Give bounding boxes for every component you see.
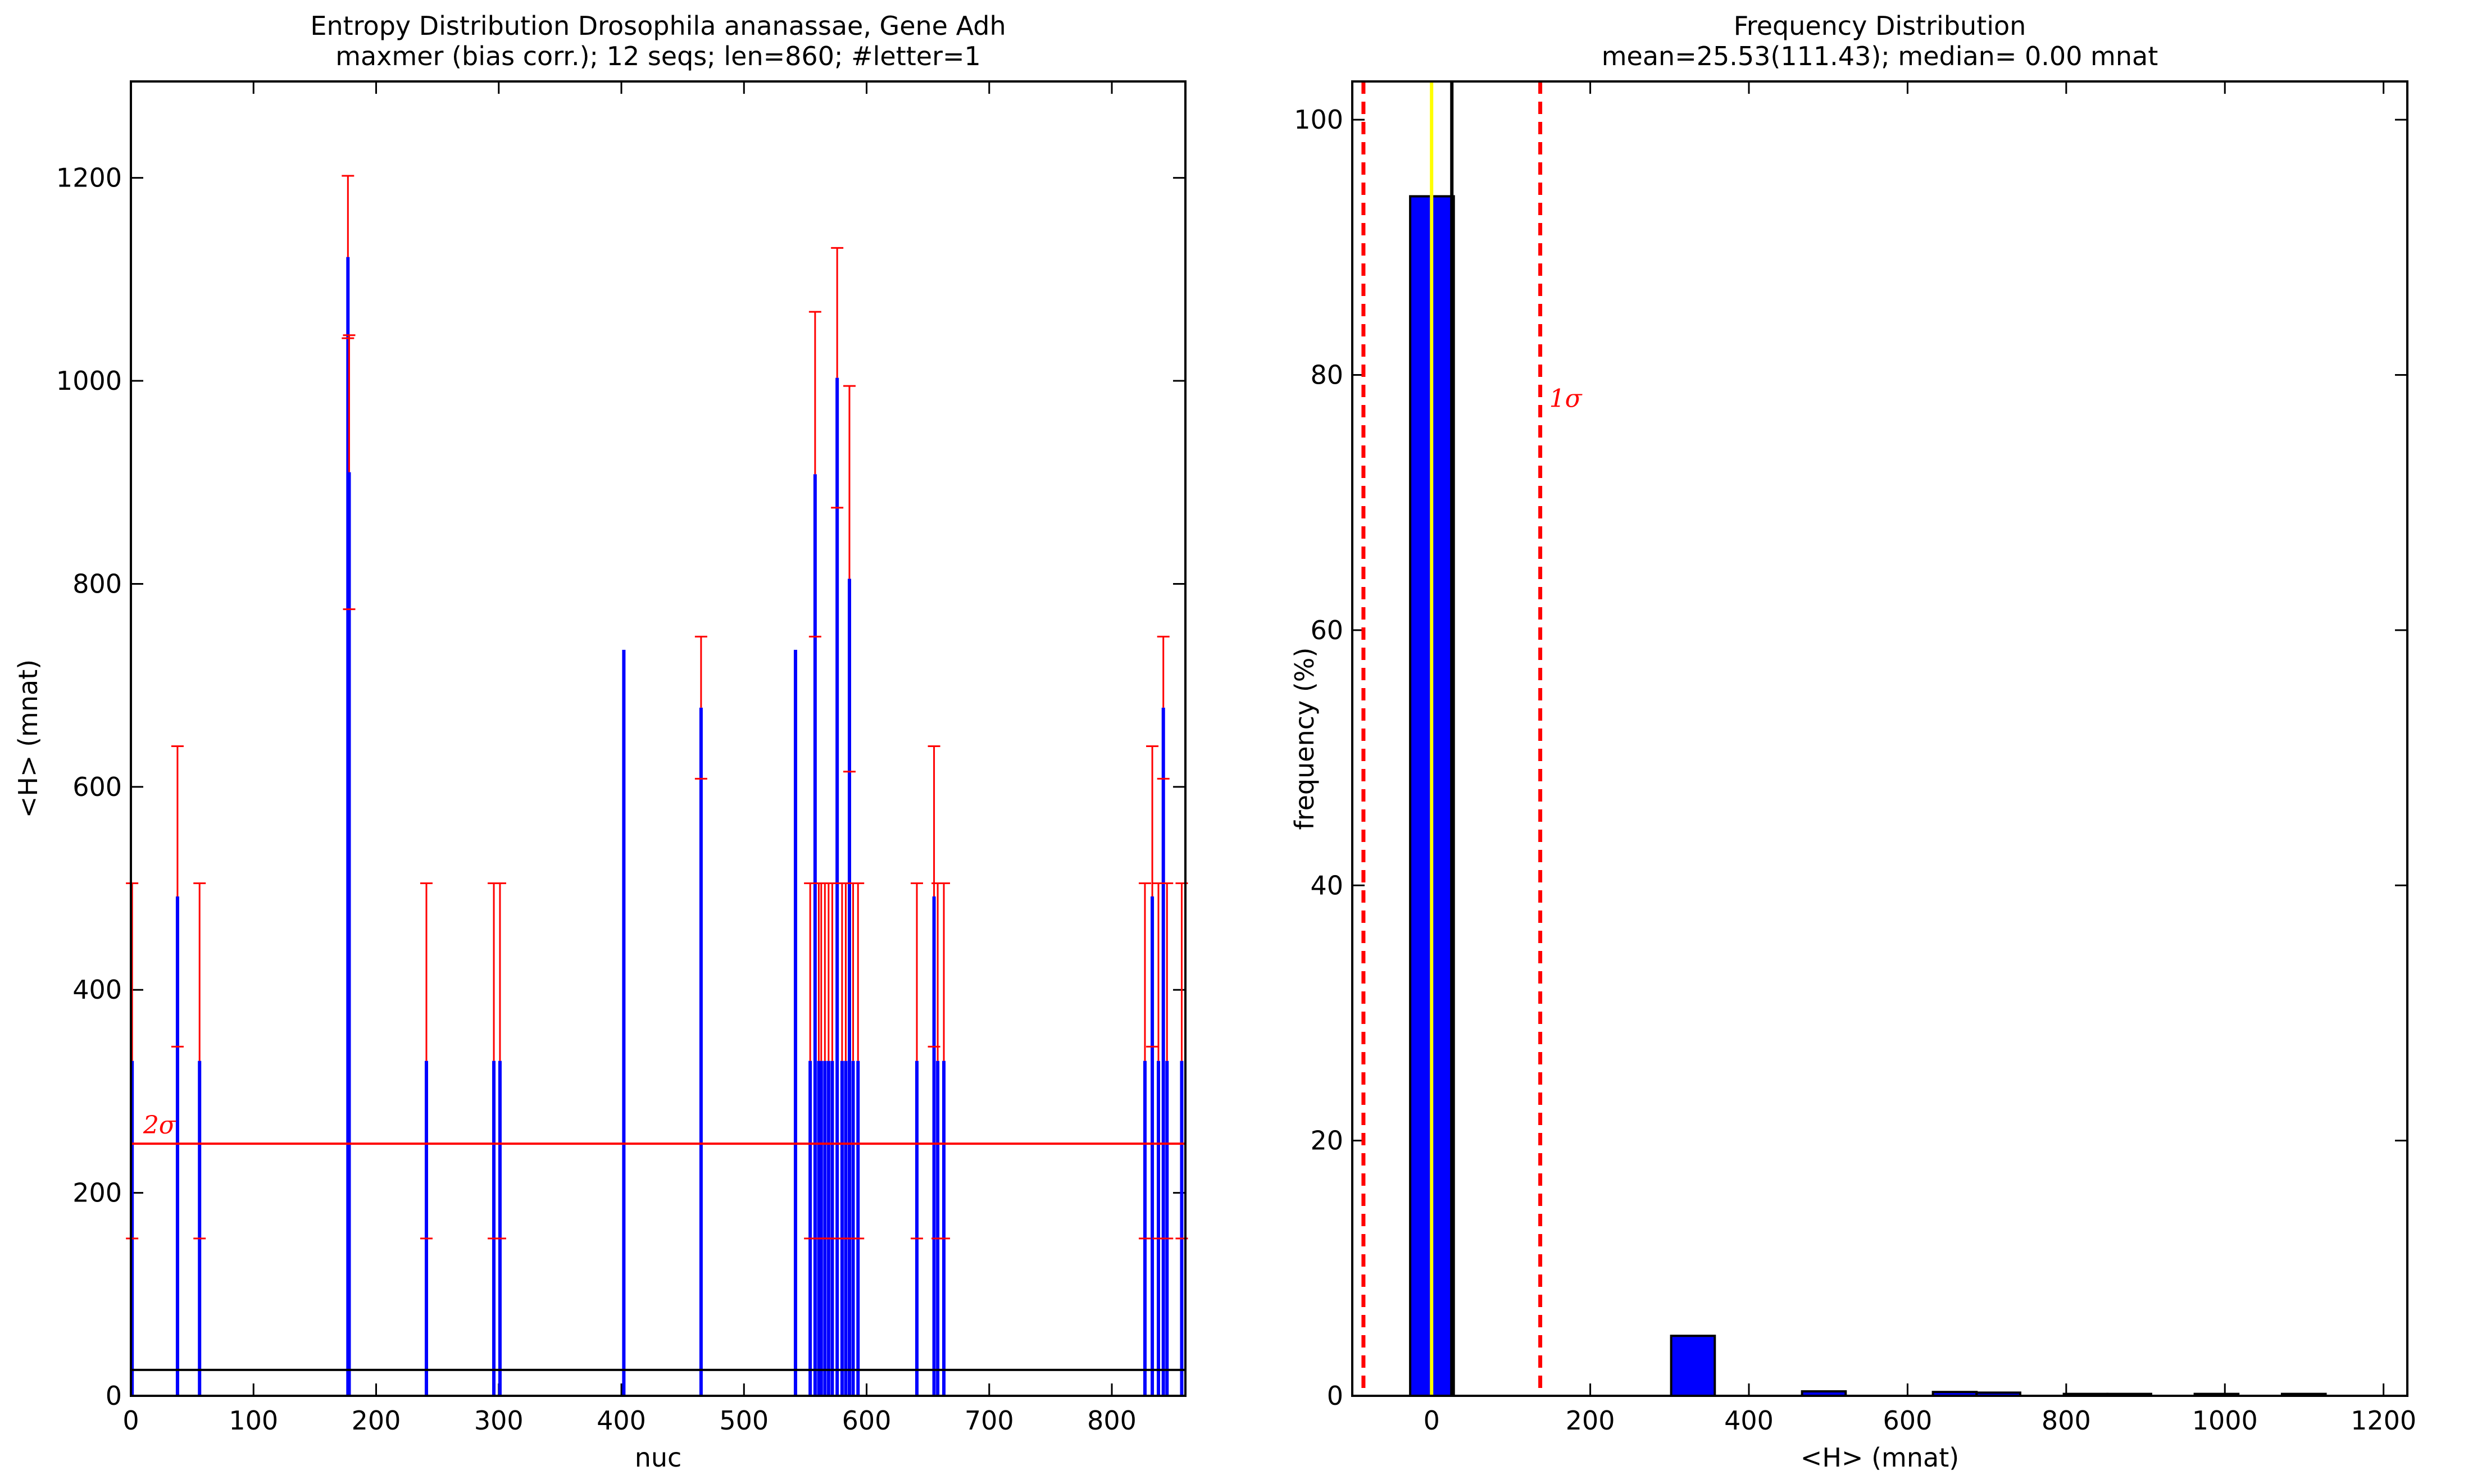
x-tick-label: 0 [122, 1405, 139, 1436]
entropy-bar [498, 1060, 502, 1396]
histogram-bar [1670, 1335, 1716, 1397]
entropy-bar [622, 649, 626, 1396]
x-tick-label: 200 [352, 1405, 401, 1436]
entropy-bar [492, 1060, 496, 1396]
entropy-bar [847, 579, 851, 1396]
entropy-bar [130, 1060, 134, 1396]
entropy-bar [1180, 1060, 1184, 1396]
y-tick-label: 1200 [56, 163, 122, 193]
y-tick-label: 80 [1310, 360, 1343, 390]
entropy-distribution-chart: Entropy Distribution Drosophila ananassa… [13, 11, 1188, 1473]
y-tick-label: 0 [106, 1381, 122, 1411]
entropy-bar [1156, 1060, 1160, 1396]
x-tick-label: 600 [1883, 1405, 1933, 1436]
y-axis: 0 200 400 600 800 1000 1200 [56, 163, 1185, 1411]
entropy-bar [817, 1060, 821, 1396]
plot-frame [130, 80, 1187, 1397]
frequency-distribution-chart: Frequency Distributionmean=25.53(111.43)… [1289, 11, 2416, 1473]
x-tick-label: 1000 [2192, 1405, 2258, 1436]
entropy-bar [932, 896, 936, 1396]
entropy-bar [823, 1060, 827, 1396]
x-tick-label: 400 [597, 1405, 646, 1436]
entropy-bar [699, 707, 703, 1396]
y-tick-label: 0 [1327, 1381, 1343, 1411]
x-axis-label: <H> (mnat) [1801, 1442, 1959, 1473]
x-tick-label: 800 [1087, 1405, 1137, 1436]
entropy-bar [793, 649, 797, 1396]
x-tick-label: 1200 [2351, 1405, 2416, 1436]
y-tick-label: 800 [72, 568, 122, 599]
y-tick-label: 20 [1310, 1126, 1343, 1156]
entropy-bar [856, 1060, 860, 1396]
entropy-bar [936, 1060, 940, 1396]
x-tick-label: 100 [229, 1405, 278, 1436]
entropy-bar [942, 1060, 946, 1396]
entropy-bar [175, 896, 179, 1396]
x-axis: 0 200 400 600 800 1000 1200 [1424, 81, 2416, 1436]
x-tick-label: 0 [1424, 1405, 1440, 1436]
entropy-bar [1161, 707, 1165, 1396]
entropy-bar [830, 1060, 834, 1396]
entropy-bar [347, 472, 351, 1396]
chart-title: Entropy Distribution Drosophila ananassa… [310, 11, 1006, 41]
y-tick-label: 400 [72, 975, 122, 1005]
sigma-label: 1σ [1549, 384, 1583, 413]
entropy-bar [840, 1060, 844, 1396]
x-tick-label: 600 [842, 1405, 892, 1436]
y-axis: 0 20 40 60 80 100 [1294, 104, 2407, 1411]
y-tick-label: 600 [72, 772, 122, 802]
y-axis-label: <H> (mnat) [13, 659, 43, 818]
entropy-bar [851, 1060, 855, 1396]
x-tick-label: 800 [2042, 1405, 2091, 1436]
y-tick-label: 200 [72, 1178, 122, 1208]
x-axis: 0 100 200 300 400 500 600 700 800 [122, 81, 1137, 1436]
x-tick-label: 400 [1724, 1405, 1774, 1436]
chart-subtitle: maxmer (bias corr.); 12 seqs; len=860; #… [335, 41, 981, 71]
x-tick-label: 200 [1566, 1405, 1615, 1436]
entropy-bar [819, 1060, 823, 1396]
entropy-bar [424, 1060, 428, 1396]
chart-title: Frequency Distribution [1734, 11, 2026, 41]
two-sigma-label: 2σ [143, 1111, 177, 1140]
y-tick-label: 40 [1310, 870, 1343, 900]
x-tick-label: 500 [719, 1405, 769, 1436]
entropy-bar [808, 1060, 812, 1396]
plot-frame [1351, 80, 2408, 1397]
y-tick-label: 60 [1310, 615, 1343, 645]
chart-subtitle: mean=25.53(111.43); median= 0.00 mnat [1602, 41, 2158, 71]
entropy-bar [826, 1060, 830, 1396]
y-tick-label: 1000 [56, 366, 122, 396]
entropy-bar [844, 1060, 848, 1396]
error-bars [126, 175, 1188, 1240]
x-tick-label: 300 [474, 1405, 524, 1436]
histogram-bars [1409, 195, 2327, 1397]
entropy-bar [198, 1060, 202, 1396]
entropy-bar [813, 474, 817, 1396]
y-axis-label: frequency (%) [1289, 648, 1320, 830]
x-axis-label: nuc [635, 1442, 682, 1473]
entropy-bar [1165, 1060, 1169, 1396]
entropy-bar [1151, 896, 1155, 1396]
x-tick-label: 700 [965, 1405, 1014, 1436]
entropy-bar [1143, 1060, 1147, 1396]
entropy-bar [835, 377, 839, 1396]
y-tick-label: 100 [1294, 104, 1343, 135]
entropy-bar [915, 1060, 919, 1396]
entropy-bars [130, 257, 1184, 1396]
